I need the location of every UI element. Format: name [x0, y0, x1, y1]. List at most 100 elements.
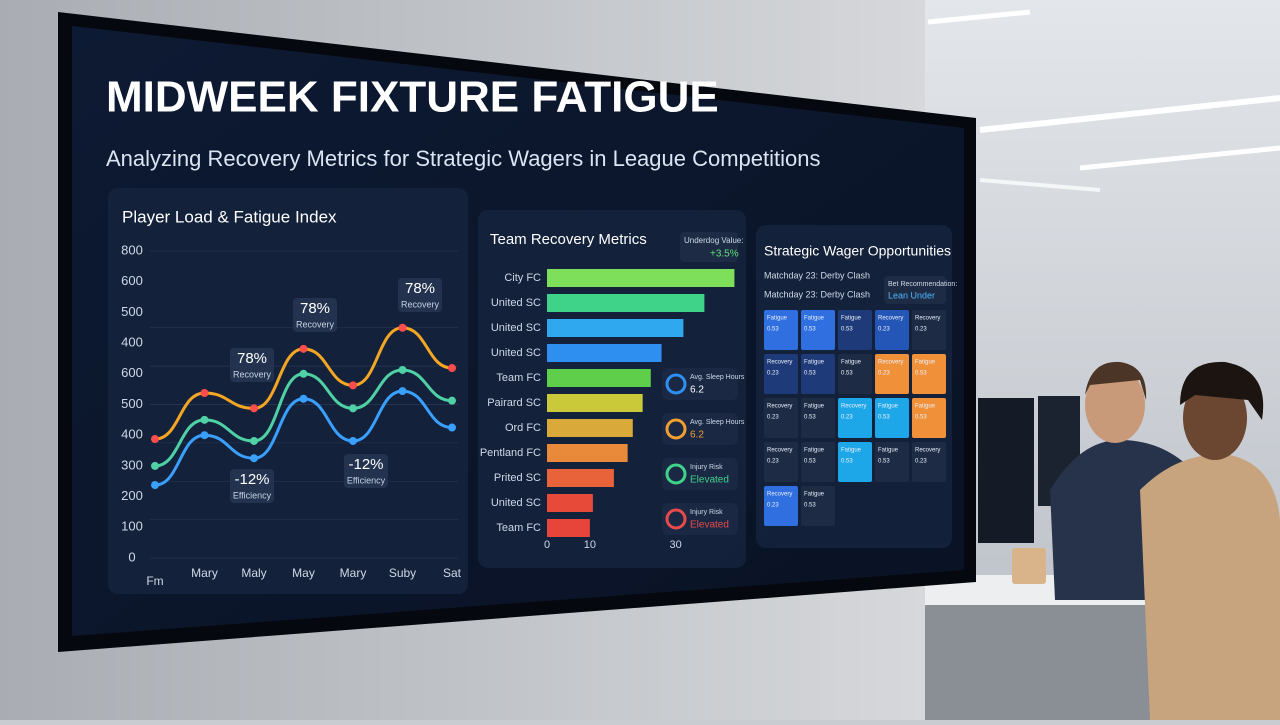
monitor	[978, 398, 1034, 543]
tile-value: 0.53	[804, 371, 816, 377]
tile	[875, 398, 909, 438]
tile	[838, 354, 872, 394]
tile-value: 0.53	[804, 415, 816, 421]
tile-label: Recovery	[767, 448, 792, 454]
tile-value: 0.53	[915, 371, 927, 377]
tile	[801, 398, 835, 438]
gauge-label: Avg. Sleep Hours	[690, 419, 745, 426]
y-tick-label: 0	[128, 549, 135, 564]
tile-label: Fatigue	[804, 360, 825, 366]
tile	[764, 354, 798, 394]
bar	[547, 269, 735, 287]
callout-value: +3.5%	[710, 249, 739, 260]
tile-label: Fatigue	[804, 404, 825, 410]
tile-value: 0.53	[878, 459, 890, 465]
bar	[547, 419, 633, 437]
gauge-value: 6.2	[690, 430, 704, 441]
x-tick-label: Suby	[389, 566, 416, 580]
tile-value: 0.23	[767, 371, 779, 377]
x-tick-label: Maly	[241, 566, 266, 580]
annotation-value: 78%	[300, 300, 330, 317]
title: MIDWEEK FIXTURE FATIGUE	[106, 73, 719, 122]
point	[448, 364, 456, 373]
bar	[547, 319, 684, 337]
callout	[680, 232, 738, 262]
gauge-label: Injury Risk	[690, 464, 723, 471]
tile	[912, 354, 946, 394]
tile	[838, 310, 872, 350]
recommendation-value: Lean Under	[888, 290, 935, 300]
point	[448, 423, 456, 432]
annotation-box	[230, 469, 274, 503]
coffee-cup	[1012, 548, 1046, 584]
point	[151, 481, 159, 490]
tile-label: Recovery	[915, 448, 940, 454]
bar	[547, 294, 705, 312]
tile-value: 0.23	[878, 327, 890, 333]
tile-value: 0.53	[841, 371, 853, 377]
recommendation-box	[884, 276, 946, 304]
point	[299, 394, 308, 403]
bar	[547, 344, 662, 362]
y-tick-label: United SC	[491, 297, 541, 309]
tile	[801, 310, 835, 350]
annotation-value: -12%	[234, 471, 269, 488]
tile-label: Fatigue	[878, 404, 899, 410]
tile-label: Fatigue	[841, 360, 862, 366]
ceiling-light	[979, 95, 1280, 133]
point	[250, 454, 258, 463]
annotation-label: Recovery	[296, 319, 335, 329]
y-tick-label: 300	[121, 457, 143, 472]
tile-value: 0.23	[767, 459, 779, 465]
tile	[764, 398, 798, 438]
y-tick-label: Pentland FC	[480, 447, 541, 459]
point	[448, 396, 456, 405]
tile-label: Fatigue	[804, 448, 825, 454]
subtitle: Analyzing Recovery Metrics for Strategic…	[106, 146, 821, 171]
annotation-value: 78%	[405, 280, 435, 297]
point	[398, 365, 407, 374]
y-tick-label: City FC	[504, 272, 541, 284]
point	[151, 461, 159, 470]
tile	[764, 486, 798, 526]
tile-label: Fatigue	[841, 316, 862, 322]
tile-label: Fatigue	[804, 492, 825, 498]
tile-value: 0.23	[841, 415, 853, 421]
annotation-label: Recovery	[233, 369, 272, 379]
x-tick-label: Mary	[191, 566, 218, 580]
x-tick-label: 30	[670, 539, 682, 551]
tile	[875, 354, 909, 394]
tile-value: 0.23	[915, 459, 927, 465]
tile-label: Fatigue	[804, 316, 825, 322]
tile-value: 0.53	[841, 327, 853, 333]
tile-label: Recovery	[915, 316, 940, 322]
x-tick-label: Fm	[146, 574, 163, 588]
y-tick-label: 100	[121, 519, 143, 534]
bar	[547, 519, 590, 537]
annotation-box	[344, 454, 388, 488]
desk-base	[925, 605, 1155, 720]
person-woman	[1140, 454, 1280, 720]
tile	[801, 442, 835, 482]
tile	[801, 354, 835, 394]
point	[398, 323, 407, 332]
tile	[801, 486, 835, 526]
tile-value: 0.53	[915, 415, 927, 421]
x-tick-label: Sat	[443, 566, 462, 580]
point	[250, 404, 258, 413]
y-tick-label: 500	[121, 396, 143, 411]
annotation-box	[230, 348, 274, 382]
point	[299, 369, 308, 378]
annotation-label: Efficiency	[233, 490, 272, 500]
tile-label: Recovery	[767, 360, 792, 366]
callout-label: Underdog Value:	[684, 236, 743, 245]
y-tick-label: Prited SC	[494, 472, 541, 484]
gauge-value: Elevated	[690, 520, 729, 531]
person-man-hair	[1085, 361, 1147, 400]
tile-label: Recovery	[878, 360, 903, 366]
tile	[764, 442, 798, 482]
tile-label: Fatigue	[915, 404, 936, 410]
tile	[875, 310, 909, 350]
